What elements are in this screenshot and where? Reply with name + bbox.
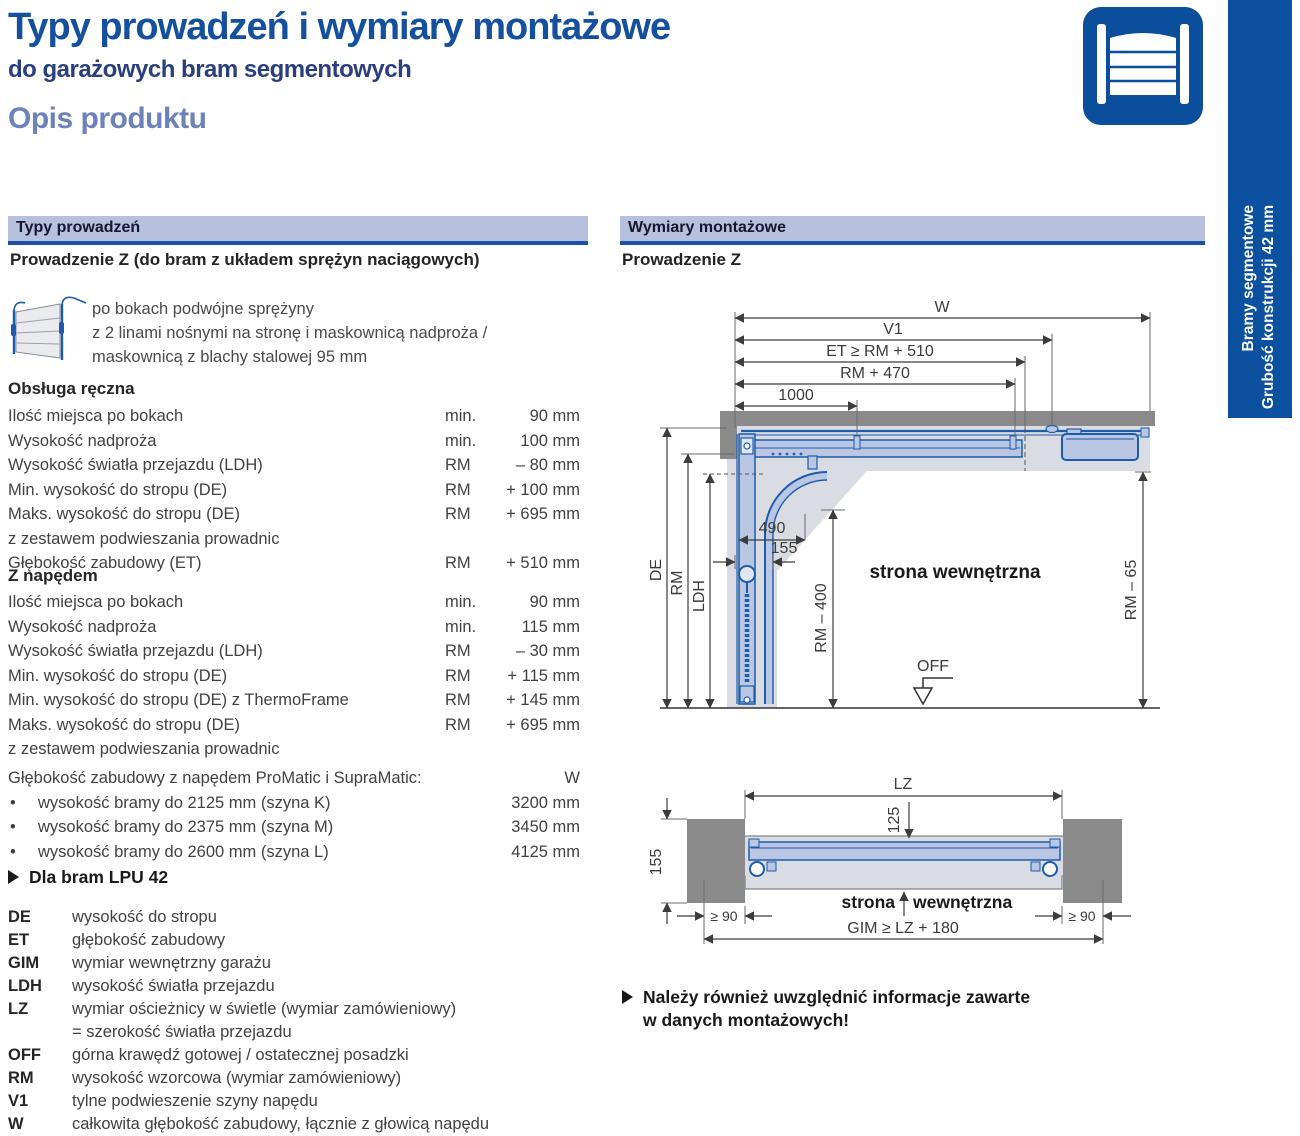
- dim-label-gim: GIM ≥ LZ + 180: [847, 920, 959, 937]
- rear-suspension-clamp: [1045, 424, 1059, 434]
- table-row: Min. wysokość do stropu (DE) z ThermoFra…: [8, 691, 580, 709]
- table-row: Min. wysokość do stropu (DE) RM + 115 mm: [8, 666, 580, 685]
- dim-label-155-plan: 155: [648, 849, 665, 876]
- definition-row: GIM wymiar wewnętrzny garażu: [8, 954, 271, 972]
- table-row: z zestawem podwieszania prowadnic: [8, 529, 280, 548]
- definition-row: LZ wymiar ościeżnicy w świetle (wymiar za…: [8, 1000, 457, 1041]
- dim-label-et: ET ≥ RM + 510: [826, 343, 934, 360]
- side-tab: Bramy segmentowe Grubość konstrukcji 42 …: [1228, 0, 1292, 418]
- mounting-z-heading: Prowadzenie Z: [622, 250, 742, 269]
- drive-depth-block: Głębokość zabudowy z napędem ProMatic i …: [8, 766, 580, 864]
- table-row: Wysokość światła przejazdu (LDH) RM – 80 m…: [8, 456, 580, 474]
- table-row: Wysokość nadproża min. 115 mm: [8, 617, 580, 636]
- definition-row: LDH wysokość światła przejazdu: [8, 977, 275, 995]
- section-bar-mounting-dimensions: Wymiary montażowe: [620, 216, 1205, 245]
- dim-label-ldh: LDH: [691, 580, 708, 612]
- plan-view-diagram: LZ 125 155 ≥ 90 ≥ 90 strona wewnętrzna G…: [615, 756, 1215, 983]
- triangle-bullet-icon: [8, 870, 19, 884]
- door-leaf-plan: [748, 841, 1061, 861]
- drive-table: Ilość miejsca po bokach min. 90 mm Wysokoś…: [8, 590, 580, 762]
- drive-section-title: Z napędem: [8, 566, 98, 585]
- table-row: z zestawem podwieszania prowadnic: [8, 740, 280, 758]
- dim-label-1000: 1000: [778, 387, 814, 404]
- dim-label-155: 155: [771, 540, 798, 557]
- sectional-door-icon: [1083, 7, 1203, 130]
- side-view-diagram: W V1 ET ≥ RM + 510 RM + 470 1000 DE RM L…: [615, 288, 1215, 723]
- triangle-bullet-icon: [622, 990, 633, 1004]
- rail-end-cap: [1140, 427, 1150, 438]
- table-row: Ilość miejsca po bokach min. 90 mm: [8, 593, 580, 611]
- definition-row: ET głębokość zabudowy: [8, 931, 226, 949]
- section-bar-track-types: Typy prowadzeń: [8, 216, 588, 245]
- dim-label-125: 125: [886, 807, 903, 834]
- dim-label-rm470: RM + 470: [840, 365, 910, 382]
- list-item: • wysokość bramy do 2600 mm (szyna L) 4125…: [10, 842, 580, 861]
- table-row: Maks. wysokość do stropu (DE) RM + 695 mm: [8, 505, 580, 523]
- definitions-list: DE wysokość do stropu ET głębokość zabudow…: [8, 906, 580, 1136]
- dim-label-de: DE: [648, 559, 665, 581]
- dim-label-w: W: [934, 299, 950, 316]
- dim-label-v1: V1: [883, 321, 903, 338]
- table-row: Wysokość nadproża min. 100 mm: [8, 431, 580, 450]
- table-row: Wysokość światła przejazdu (LDH) RM – 30 m…: [8, 642, 580, 660]
- manual-table: Ilość miejsca po bokach min. 90 mm Wysokoś…: [8, 404, 580, 576]
- track-carriage: [807, 455, 818, 470]
- wall-right: [1063, 819, 1122, 903]
- depth-header-row: Głębokość zabudowy z napędem ProMatic i …: [8, 766, 580, 791]
- list-item: • wysokość bramy do 2125 mm (szyna K) 3200…: [10, 793, 580, 812]
- dim-label-490: 490: [759, 520, 786, 537]
- dim-label-rm65: RM – 65: [1123, 560, 1140, 621]
- definition-row: DE wysokość do stropu: [8, 908, 217, 926]
- definition-row: OFF górna krawędź gotowej / ostatecznej p…: [8, 1046, 409, 1064]
- dim-label-90-right: ≥ 90: [1068, 908, 1095, 924]
- side-tab-line2: Grubość konstrukcji 42 mm: [1260, 205, 1277, 410]
- spring-door-icon: [4, 296, 88, 377]
- depth-col-header: W: [564, 769, 580, 787]
- curved-track-inner: [772, 479, 828, 535]
- mounting-data-note: Należy również uwzględnić informacje zaw…: [622, 986, 1182, 1032]
- definition-row: V1 tylne podwieszenie szyny napędu: [8, 1092, 318, 1110]
- table-row: Ilość miejsca po bokach min. 90 mm: [8, 407, 580, 425]
- table-row: Maks. wysokość do stropu (DE) RM + 695 mm: [8, 715, 580, 734]
- definition-row: RM wysokość wzorcowa (wymiar zamówieniowy…: [8, 1069, 402, 1087]
- roller-left: [749, 861, 765, 877]
- floor-level-mark: [922, 677, 953, 688]
- table-row: Min. wysokość do stropu (DE) RM + 100 mm: [8, 480, 580, 499]
- wall-left: [687, 819, 745, 903]
- dim-label-rm400: RM – 400: [813, 583, 830, 652]
- inside-label-b: wewnętrzna: [912, 892, 1012, 912]
- dim-label-rm: RM: [669, 571, 686, 596]
- track-z-description: po bokach podwójne sprężyny z 2 linami n…: [92, 300, 488, 366]
- list-item: • wysokość bramy do 2375 mm (szyna M) 3450…: [10, 818, 580, 836]
- roller: [738, 565, 756, 583]
- hanger-bracket: [853, 435, 861, 450]
- manual-section-title: Obsługa ręczna: [8, 379, 135, 398]
- lpu-note: Dla bram LPU 42: [8, 866, 168, 889]
- dim-label-90-left: ≥ 90: [710, 908, 737, 924]
- lintel: [720, 411, 1155, 426]
- page-subtitle: do garażowych bram segmentowych: [8, 56, 412, 83]
- hanger-bracket: [1009, 435, 1017, 450]
- section-title: Opis produktu: [8, 102, 207, 135]
- off-label: OFF: [917, 658, 949, 675]
- corner-area: [777, 471, 867, 571]
- page-title: Typy prowadzeń i wymiary montażowe: [8, 6, 671, 48]
- lintel-jamb: [720, 411, 737, 459]
- inside-label-a: strona: [842, 892, 896, 912]
- roller-right: [1042, 861, 1058, 877]
- dim-label-lz: LZ: [894, 776, 913, 793]
- curved-track-outer: [764, 471, 828, 535]
- side-tab-line1: Bramy segmentowe: [1240, 205, 1257, 352]
- operator-head: [1061, 433, 1139, 461]
- table-row: Głębokość zabudowy (ET) RM + 510 mm: [8, 554, 580, 572]
- track-z-heading: Prowadzenie Z (do bram z układem sprężyn…: [10, 250, 480, 269]
- inside-label: strona wewnętrzna: [869, 562, 1040, 583]
